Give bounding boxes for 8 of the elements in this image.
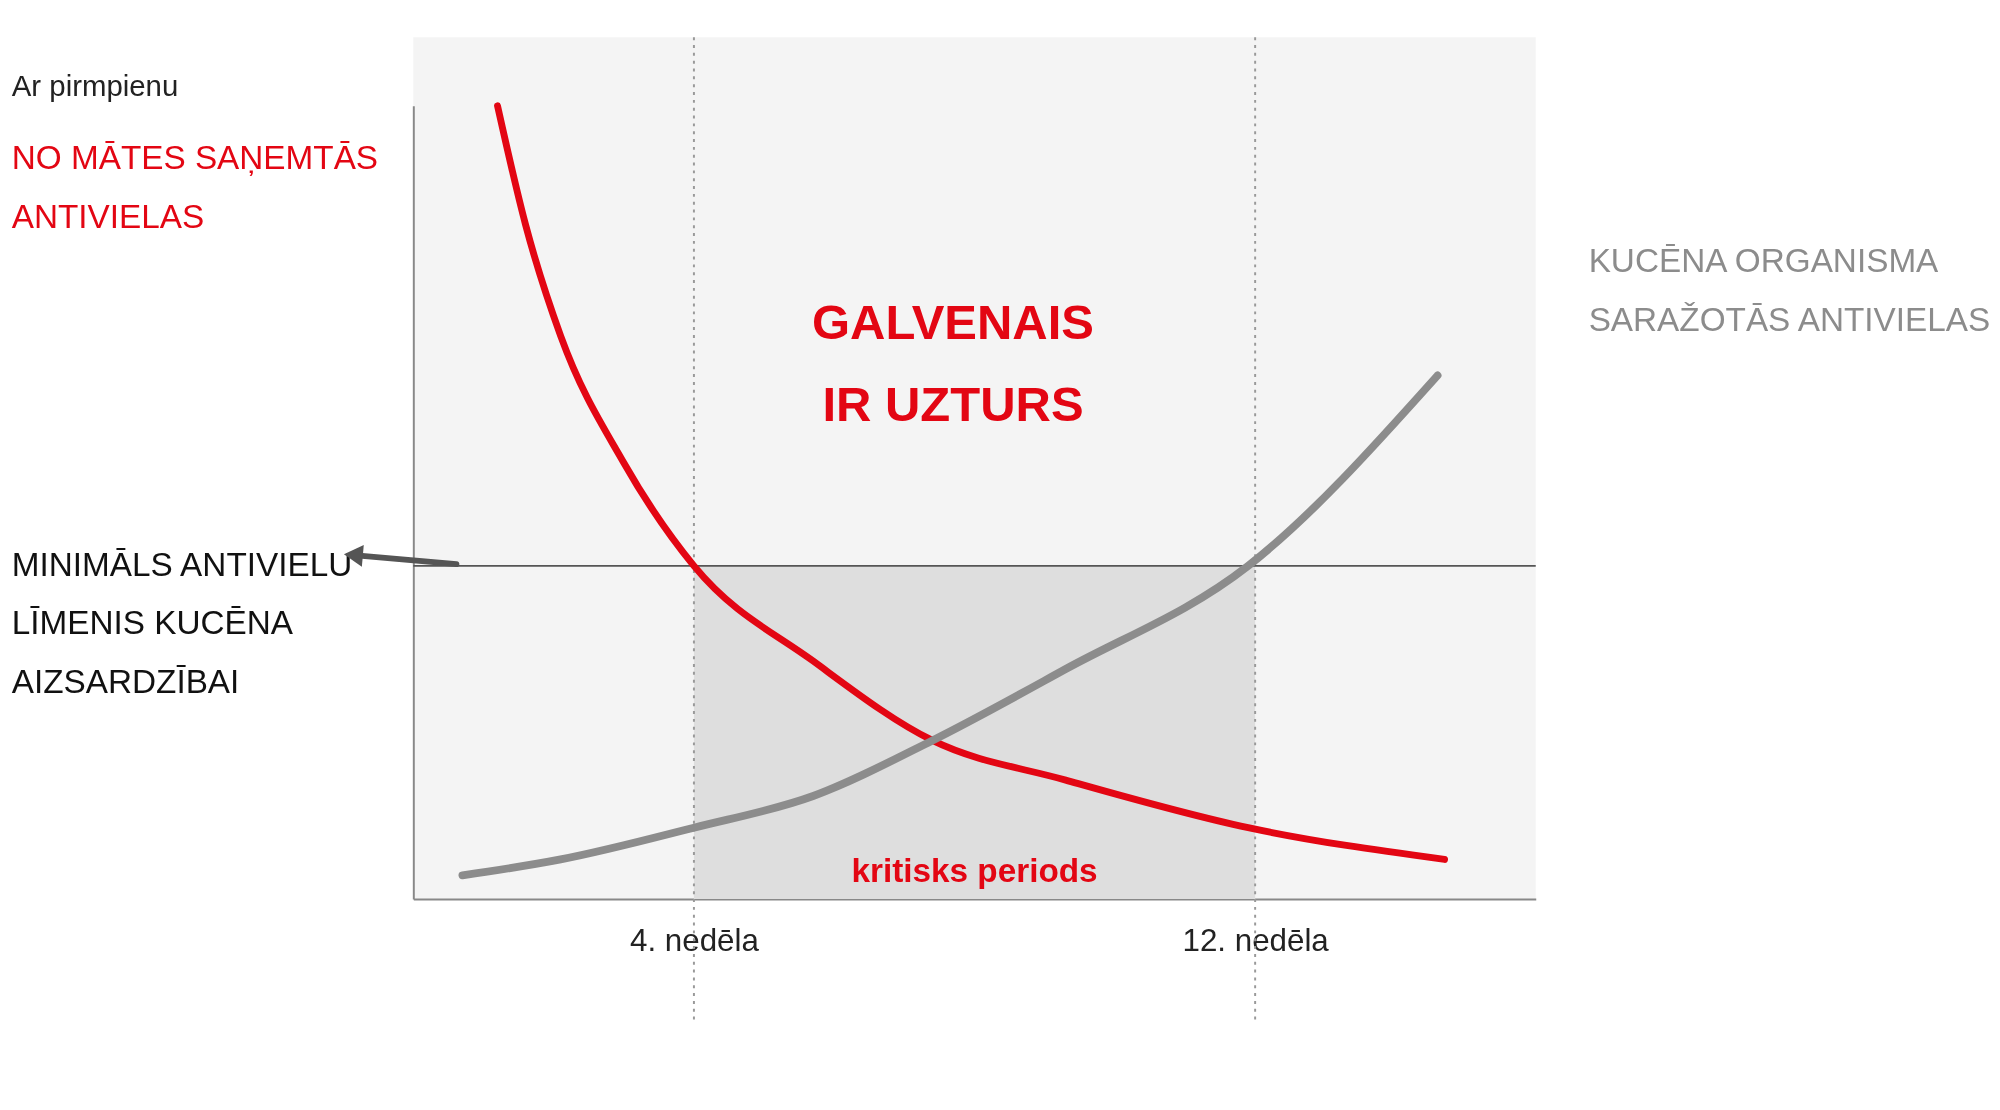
legend-label: MINIMĀLS ANTIVIELU LĪMENIS KUCĒNA AIZSARDZĪBAI (11, 545, 353, 701)
text: Ar pirmpienu (11, 68, 179, 102)
annotation: GALVENAIS IR UZTURS (811, 294, 1095, 432)
band-label: kritisks periods (851, 852, 1098, 890)
text: NO MĀTES SAŅEMTĀS ANTIVIELAS (11, 139, 379, 236)
text: KUCĒNA ORGANISMA SARAŽOTĀS ANTIVIELAS (1588, 242, 1991, 339)
x-tick-label: 4. nedēla (629, 923, 760, 959)
x-tick-label: 12. nedēla (1182, 923, 1330, 959)
